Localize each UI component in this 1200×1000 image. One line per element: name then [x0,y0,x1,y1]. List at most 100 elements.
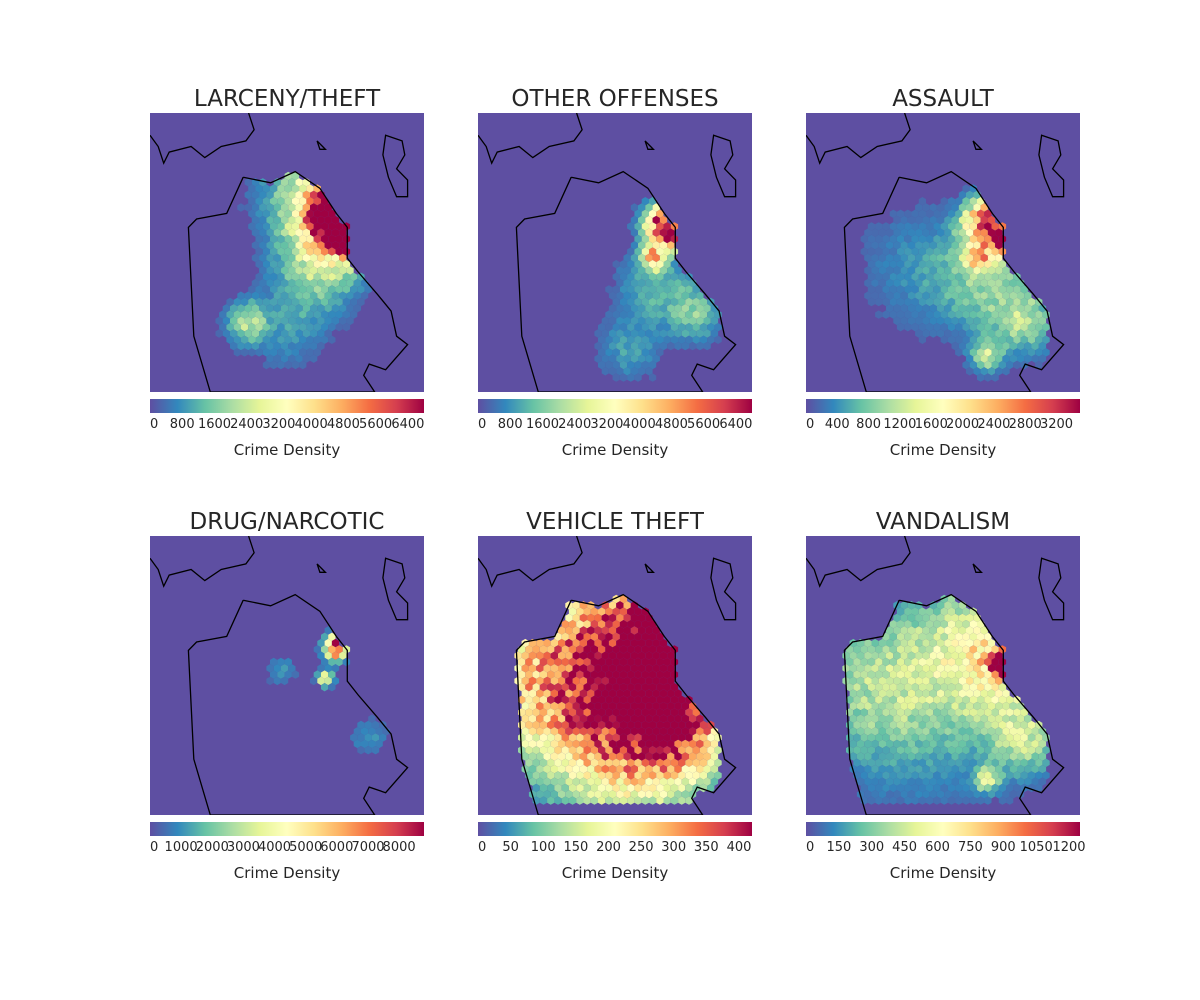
hexbin-cell [230,304,238,313]
hexbin-cell [375,739,383,749]
hexbin-cell [714,746,722,755]
hexbin-cell [875,771,883,780]
hexbin-cell [667,266,675,275]
hexbin-cell [707,758,715,767]
hexbin-cell [951,228,959,237]
hexbin-cell [1006,771,1014,780]
hexbin-cell [864,714,872,723]
hexbin-cell [864,790,872,799]
hexbin-cell [1013,758,1021,767]
hexbin-cell [878,790,886,799]
hexbin-cell [896,695,905,704]
hexbin-cell [656,758,664,767]
hexbin-cell [634,746,642,755]
hexbin-cell [867,746,876,755]
hexbin-cell [561,708,569,717]
hexbin-cell [634,348,642,357]
hexbin-cell [576,620,584,629]
hexbin-cell [353,278,361,288]
hexbin-cell [904,260,912,269]
colorbar-tick-label: 2800 [1008,417,1042,432]
hexbin-cell [550,701,558,711]
hexbin-cell [904,632,912,641]
hexbin-cell [904,758,912,767]
hexbin-cell [634,373,642,382]
hexbin-cell [856,739,865,749]
hexbin-cell [612,272,620,281]
hexbin-cell [659,228,668,237]
hexbin-cell [623,341,631,351]
hexbin-cell [1024,727,1032,736]
hexbin-cell [1013,708,1021,717]
hexbin-cell [645,253,653,263]
hexbin-cell [977,758,985,767]
hexbin-cell [936,203,945,212]
hexbin-cell [933,632,941,641]
hexbin-cell [641,607,649,616]
hexbin-cell [339,228,347,237]
hexbin-cell [871,739,879,749]
hexbin-cell [240,335,249,344]
hexbin-cell [1031,304,1039,313]
hexbin-cell [280,316,289,326]
hexbin-cell [299,234,307,244]
colorbar-gradient [478,822,752,836]
hexbin-cell [889,645,897,654]
hexbin-cell [875,733,883,742]
hexbin-cell [550,764,558,774]
hexbin-cell [295,228,303,237]
hexbin-cell [590,758,598,767]
hexbin-cell [288,203,296,212]
hexbin-cell [645,676,653,686]
hexbin-map [478,113,752,392]
hexbin-cell [867,272,876,281]
hexbin-cell [590,632,598,641]
hexbin-cell [587,626,595,635]
hexbin-cell [1024,291,1032,300]
hexbin-cell [361,739,369,749]
hexbin-cell [867,234,876,244]
colorbar-tick-label: 2400 [977,417,1011,432]
hexbin-cell [382,727,391,736]
hexbin-cell [987,329,996,338]
hexbin-cell [335,310,343,319]
hexbin-cell [656,796,664,805]
hexbin-cell [911,645,919,654]
hexbin-cell [663,683,671,692]
hexbin-cell [987,764,996,774]
hexbin-cell [699,323,708,332]
hexbin-cell [1013,695,1021,704]
hexbin-cell [1035,746,1043,755]
hexbin-cell [288,341,296,351]
hexbin-cell [277,234,285,244]
hexbin-cell [699,733,708,742]
hexbin-cell [918,733,926,742]
hexbin-cell [583,771,591,780]
hexbin-cell [561,620,569,629]
hexbin-cell [878,752,886,761]
island-coastline [710,557,737,621]
hexbin-cell [1017,714,1025,723]
hexbin-cell [627,222,635,231]
hexbin-cell [860,247,868,256]
hexbin-cell [240,323,249,332]
hexbin-cell [284,657,292,667]
hexbin-cell [896,733,905,742]
hexbin-cell [634,234,642,244]
hexbin-cell [583,796,591,805]
hexbin-cell [962,310,970,319]
hexbin-cell [627,323,635,332]
hexbin-cell [656,645,664,654]
hexbin-cell [1027,297,1036,307]
hexbin-cell [342,657,351,667]
hexbin-cell [291,184,300,193]
hexbin-cell [659,701,668,711]
hexbin-cell [532,771,540,780]
hexbin-cell [331,304,340,313]
hexbin-cell [594,752,602,761]
hexbin-cell [696,739,704,749]
hexbin-cell [944,739,952,749]
hexbin-cell [262,348,270,357]
hexbin-cell [714,323,722,332]
hexbin-cell [645,727,653,736]
